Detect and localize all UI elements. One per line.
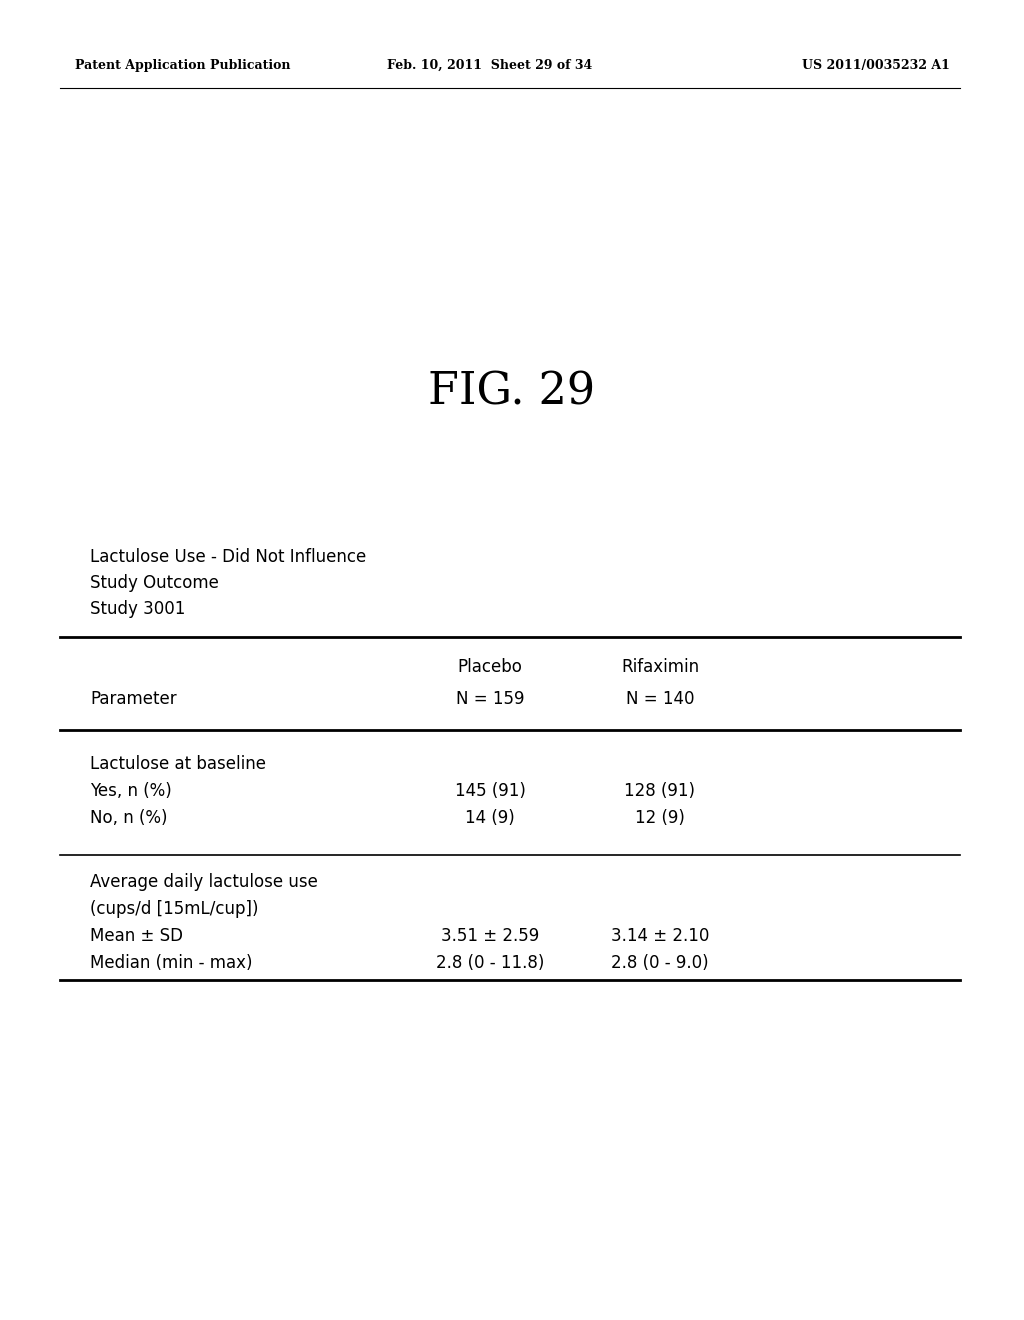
Text: (cups/d [15mL/cup]): (cups/d [15mL/cup]) [90, 900, 258, 917]
Text: Average daily lactulose use: Average daily lactulose use [90, 873, 317, 891]
Text: FIG. 29: FIG. 29 [428, 370, 596, 413]
Text: Mean ± SD: Mean ± SD [90, 927, 183, 945]
Text: Median (min - max): Median (min - max) [90, 954, 253, 972]
Text: 14 (9): 14 (9) [465, 809, 515, 828]
Text: Lactulose at baseline: Lactulose at baseline [90, 755, 266, 774]
Text: N = 159: N = 159 [456, 690, 524, 708]
Text: 2.8 (0 - 9.0): 2.8 (0 - 9.0) [611, 954, 709, 972]
Text: 145 (91): 145 (91) [455, 781, 525, 800]
Text: Feb. 10, 2011  Sheet 29 of 34: Feb. 10, 2011 Sheet 29 of 34 [387, 58, 593, 71]
Text: Study 3001: Study 3001 [90, 601, 185, 618]
Text: 12 (9): 12 (9) [635, 809, 685, 828]
Text: No, n (%): No, n (%) [90, 809, 168, 828]
Text: 128 (91): 128 (91) [625, 781, 695, 800]
Text: Study Outcome: Study Outcome [90, 574, 219, 591]
Text: Parameter: Parameter [90, 690, 176, 708]
Text: US 2011/0035232 A1: US 2011/0035232 A1 [802, 58, 950, 71]
Text: Yes, n (%): Yes, n (%) [90, 781, 172, 800]
Text: 2.8 (0 - 11.8): 2.8 (0 - 11.8) [436, 954, 544, 972]
Text: N = 140: N = 140 [626, 690, 694, 708]
Text: Patent Application Publication: Patent Application Publication [75, 58, 291, 71]
Text: Placebo: Placebo [458, 657, 522, 676]
Text: Lactulose Use - Did Not Influence: Lactulose Use - Did Not Influence [90, 548, 367, 566]
Text: 3.51 ± 2.59: 3.51 ± 2.59 [441, 927, 539, 945]
Text: 3.14 ± 2.10: 3.14 ± 2.10 [610, 927, 710, 945]
Text: Rifaximin: Rifaximin [621, 657, 699, 676]
